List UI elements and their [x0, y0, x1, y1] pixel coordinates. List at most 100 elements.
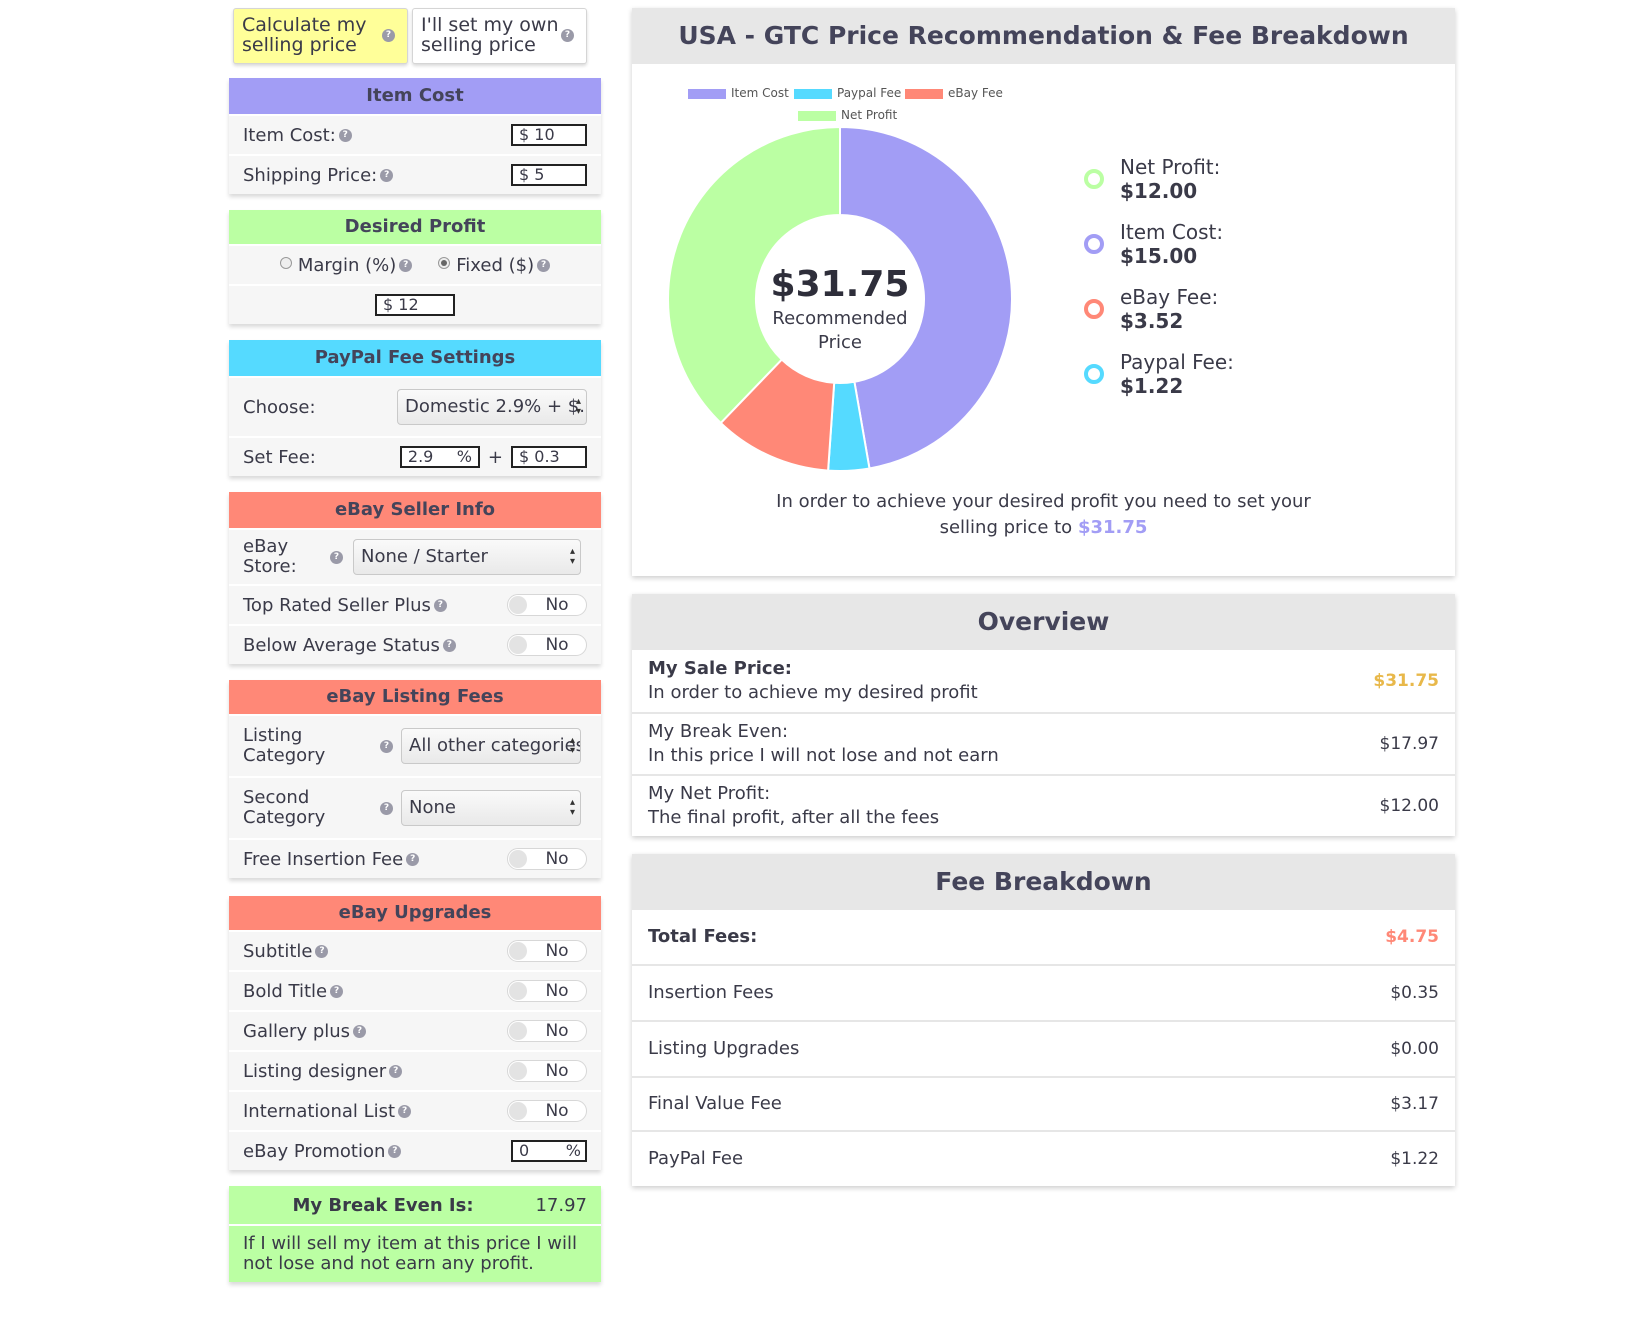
promotion-value: 0 — [519, 1141, 530, 1160]
summary-label: Net Profit: — [1120, 154, 1221, 179]
legend-item[interactable]: Net Profit — [798, 108, 897, 122]
seller-info-card: eBay Seller Info eBay Store: ? None / St… — [229, 492, 601, 664]
paypal-card: PayPal Fee Settings Choose: Domestic 2.9… — [229, 340, 601, 476]
fee-row-value: $3.17 — [1390, 1094, 1439, 1114]
help-icon[interactable]: ? — [442, 639, 456, 652]
promotion-percent-sign: % — [565, 1141, 581, 1160]
paypal-percent-input[interactable]: 2.9 % — [399, 446, 480, 468]
help-icon[interactable]: ? — [380, 169, 394, 182]
help-icon[interactable]: ? — [353, 1025, 367, 1038]
tab-calculate-price[interactable]: Calculate my selling price ? — [233, 8, 408, 64]
overview-row-sub: In order to achieve my desired profit — [648, 682, 978, 703]
promotion-row: eBay Promotion? 0 % — [229, 1130, 601, 1170]
below-average-label: Below Average Status — [243, 634, 440, 656]
fee-row: Insertion Fees $0.35 — [632, 964, 1455, 1020]
desired-profit-title: Desired Profit — [229, 210, 601, 244]
help-icon[interactable]: ? — [380, 739, 393, 753]
summary-item: eBay Fee: $3.52 — [1084, 276, 1234, 341]
free-insertion-row: Free Insertion Fee? No — [229, 838, 601, 878]
help-icon[interactable]: ? — [561, 29, 574, 42]
paypal-fixed-input[interactable]: $ 0.3 — [511, 446, 587, 468]
help-icon[interactable]: ? — [338, 129, 352, 142]
overview-row-sub: The final profit, after all the fees — [648, 807, 940, 828]
seller-info-title: eBay Seller Info — [229, 492, 601, 528]
legend-swatch — [798, 110, 836, 121]
paypal-fee-select[interactable]: Domestic 2.9% + $.3 — [397, 389, 587, 425]
break-even-value: 17.97 — [535, 1194, 587, 1216]
listing-designer-toggle[interactable]: No — [507, 1060, 587, 1082]
desired-profit-input[interactable]: $ 12 — [375, 294, 455, 316]
overview-row: My Break Even: In this price I will not l… — [632, 712, 1455, 774]
store-row: eBay Store: ? None / Starter — [229, 528, 601, 584]
ring-icon — [1084, 168, 1104, 189]
listing-fees-card: eBay Listing Fees Listing Category ? All… — [229, 680, 601, 878]
margin-radio[interactable] — [279, 257, 292, 269]
help-icon[interactable]: ? — [330, 550, 343, 564]
fixed-label: Fixed ($) — [456, 254, 535, 276]
store-select[interactable]: None / Starter — [353, 539, 581, 575]
calculator-form: Calculate my selling price ? I'll set my… — [229, 8, 601, 1282]
overview-row-value: $12.00 — [1379, 796, 1439, 816]
ring-icon — [1084, 298, 1104, 319]
help-icon[interactable]: ? — [406, 853, 420, 866]
shipping-price-row: Shipping Price:? $ 5 — [229, 154, 601, 194]
listing-category-select[interactable]: All other categories — [401, 728, 581, 764]
item-cost-title: Item Cost — [229, 78, 601, 114]
legend-label: Item Cost — [731, 86, 789, 100]
upgrades-card: eBay Upgrades Subtitle? No Bold Title? N… — [229, 896, 601, 1170]
profit-value-row: $ 12 — [229, 284, 601, 324]
break-even-label: My Break Even Is: — [292, 1194, 474, 1216]
help-icon[interactable]: ? — [433, 599, 447, 612]
free-insertion-toggle[interactable]: No — [507, 848, 587, 870]
fee-row-label: PayPal Fee — [648, 1148, 744, 1169]
item-cost-input[interactable]: $ 10 — [511, 124, 587, 146]
second-category-row: Second Category ? None — [229, 776, 601, 838]
help-icon[interactable]: ? — [399, 258, 413, 272]
donut-chart — [667, 125, 1013, 472]
help-icon[interactable]: ? — [330, 985, 344, 998]
listing-fees-title: eBay Listing Fees — [229, 680, 601, 714]
top-rated-toggle[interactable]: No — [507, 594, 587, 616]
overview-row-value: $17.97 — [1379, 734, 1439, 754]
international-list-toggle[interactable]: No — [507, 1100, 587, 1122]
legend-item[interactable]: eBay Fee — [905, 86, 1003, 100]
upgrade-label: International List — [243, 1100, 396, 1122]
listing-category-row: Listing Category ? All other categories — [229, 714, 601, 776]
donut-slice-item-cost[interactable] — [839, 125, 1013, 470]
legend-item[interactable]: Paypal Fee — [794, 86, 901, 100]
summary-label: Paypal Fee: — [1120, 349, 1234, 374]
legend-item[interactable]: Item Cost — [688, 86, 789, 100]
fixed-radio[interactable] — [438, 257, 451, 269]
donut-slice-net-profit[interactable] — [667, 125, 841, 425]
paypal-choose-row: Choose: Domestic 2.9% + $.3 — [229, 376, 601, 436]
upgrade-label: Bold Title — [243, 980, 328, 1002]
help-icon[interactable]: ? — [388, 1145, 402, 1158]
help-icon[interactable]: ? — [389, 1065, 403, 1078]
chart-panel: USA - GTC Price Recommendation & Fee Bre… — [632, 8, 1455, 576]
fee-row-value: $0.00 — [1390, 1039, 1439, 1059]
advice-price: $31.75 — [1077, 517, 1148, 538]
help-icon[interactable]: ? — [380, 801, 393, 815]
shipping-price-label: Shipping Price: — [243, 164, 378, 186]
fee-row-value: $1.22 — [1390, 1149, 1439, 1169]
help-icon[interactable]: ? — [537, 258, 551, 272]
shipping-price-input[interactable]: $ 5 — [511, 164, 587, 186]
help-icon[interactable]: ? — [315, 945, 329, 958]
gallery-plus-toggle[interactable]: No — [507, 1020, 587, 1042]
legend-label: Net Profit — [841, 108, 898, 122]
promotion-input[interactable]: 0 % — [511, 1140, 587, 1162]
help-icon[interactable]: ? — [398, 1105, 412, 1118]
help-icon[interactable]: ? — [382, 29, 395, 42]
paypal-percent-value: 2.9 — [407, 447, 434, 466]
below-average-toggle[interactable]: No — [507, 634, 587, 656]
second-category-label: Second Category — [243, 787, 326, 828]
overview-row: My Net Profit: The final profit, after al… — [632, 774, 1455, 836]
second-category-select[interactable]: None — [401, 790, 581, 826]
item-cost-row: Item Cost:? $ 10 — [229, 114, 601, 154]
paypal-set-fee-row: Set Fee: 2.9 % + $ 0.3 — [229, 436, 601, 476]
tab-set-own-price[interactable]: I'll set my own selling price ? — [412, 8, 587, 64]
subtitle-toggle[interactable]: No — [507, 940, 587, 962]
paypal-title: PayPal Fee Settings — [229, 340, 601, 376]
chart-legend: Item Cost Paypal Fee eBay Fee Net Profit — [632, 64, 1455, 134]
bold-title-toggle[interactable]: No — [507, 980, 587, 1002]
